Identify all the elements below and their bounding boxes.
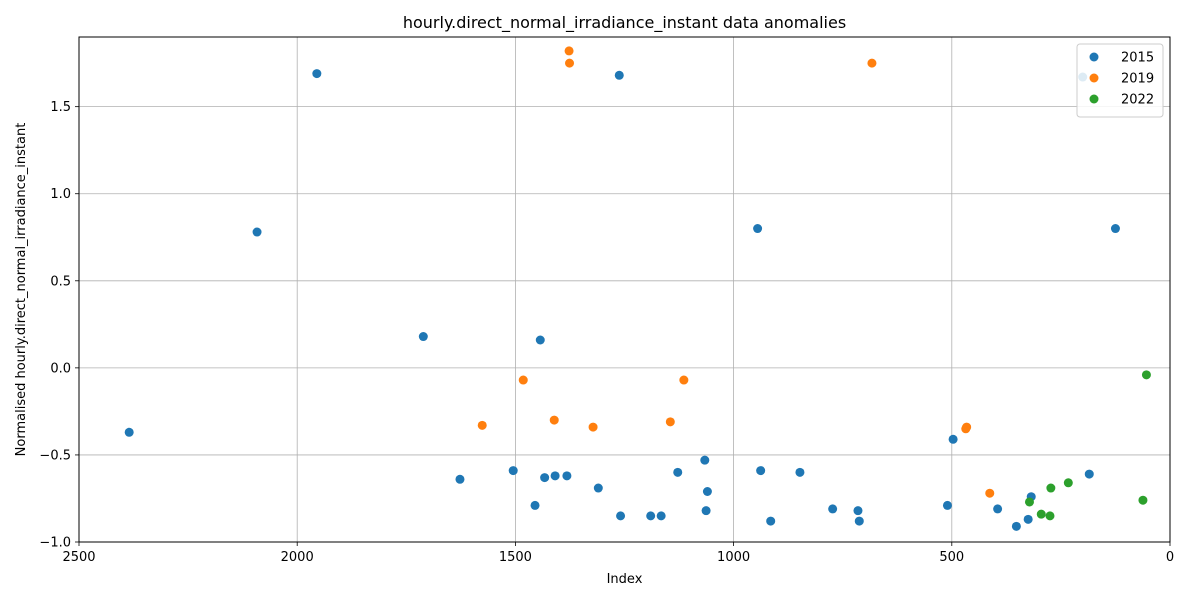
data-point <box>1045 511 1055 521</box>
data-point <box>853 506 863 516</box>
data-point <box>1036 509 1046 519</box>
data-point <box>1084 469 1094 479</box>
data-point <box>766 516 776 526</box>
data-point <box>1024 497 1034 507</box>
y-tick-label: 1.5 <box>50 100 71 115</box>
data-point <box>701 506 711 516</box>
data-point <box>562 471 572 481</box>
data-point <box>530 500 540 510</box>
data-point <box>565 58 575 68</box>
x-tick-label: 1500 <box>499 550 532 565</box>
y-tick-label: 0.0 <box>50 361 71 376</box>
series-2015 <box>124 69 1120 531</box>
data-point <box>508 466 518 476</box>
series-2022 <box>1024 370 1151 521</box>
data-point <box>700 455 710 465</box>
data-point <box>455 474 465 484</box>
data-point <box>477 420 487 430</box>
data-point <box>854 516 864 526</box>
y-tick-label: −0.5 <box>39 448 71 463</box>
data-point <box>312 69 322 79</box>
data-point <box>679 375 689 385</box>
data-point <box>616 511 626 521</box>
y-axis-label: Normalised hourly.direct_normal_irradian… <box>14 123 29 457</box>
data-point <box>1138 495 1148 505</box>
x-tick-label: 1000 <box>717 550 750 565</box>
legend-label: 2022 <box>1121 93 1154 108</box>
data-point <box>564 46 574 56</box>
data-point <box>593 483 603 493</box>
x-tick-label: 2500 <box>62 550 95 565</box>
data-point <box>1011 521 1021 531</box>
data-point <box>962 422 972 432</box>
data-point <box>252 227 262 237</box>
axis-ticks: 2500 2000 1500 1000 500 0 −1.0 −0.5 0.0 0.5 1.0 1.5 <box>39 100 1174 565</box>
data-point <box>993 504 1003 514</box>
data-point <box>702 487 712 496</box>
data-point <box>985 488 995 498</box>
data-point <box>614 70 624 80</box>
y-tick-label: −1.0 <box>39 536 71 551</box>
data-point <box>540 473 550 483</box>
data-point <box>942 500 952 510</box>
data-point <box>1110 224 1120 234</box>
data-point <box>828 504 838 514</box>
chart-title: hourly.direct_normal_irradiance_instant … <box>403 13 846 33</box>
x-tick-label: 2000 <box>281 550 314 565</box>
data-point <box>795 467 805 477</box>
data-point <box>753 224 763 234</box>
legend-label: 2015 <box>1121 51 1154 66</box>
data-point <box>867 58 877 68</box>
legend-box <box>1076 43 1164 118</box>
plot-frame <box>78 36 1171 543</box>
legend-marker <box>1089 52 1099 62</box>
data-point <box>756 466 766 476</box>
data-point <box>535 335 545 345</box>
data-point <box>1141 370 1151 380</box>
data-point <box>588 422 598 432</box>
data-point <box>549 415 559 425</box>
x-tick-label: 500 <box>939 550 964 565</box>
data-point <box>948 434 958 444</box>
data-point <box>665 417 675 427</box>
data-point <box>646 511 656 521</box>
data-point <box>1063 478 1073 488</box>
data-point <box>418 332 428 342</box>
legend-label: 2019 <box>1121 72 1154 87</box>
data-points <box>124 46 1151 531</box>
data-point <box>124 427 134 437</box>
data-point <box>656 511 666 521</box>
legend-marker <box>1089 73 1099 83</box>
y-tick-label: 1.0 <box>50 187 71 202</box>
legend: 2015 2019 2022 <box>1076 43 1164 118</box>
x-axis-label: Index <box>607 572 643 587</box>
data-point <box>1046 483 1056 493</box>
data-point <box>1023 514 1033 524</box>
x-tick-label: 0 <box>1166 550 1174 565</box>
data-point <box>518 375 528 385</box>
data-point <box>673 467 683 477</box>
y-tick-label: 0.5 <box>50 274 71 289</box>
data-point <box>550 471 560 481</box>
legend-marker <box>1089 94 1099 104</box>
series-2019 <box>477 46 995 498</box>
